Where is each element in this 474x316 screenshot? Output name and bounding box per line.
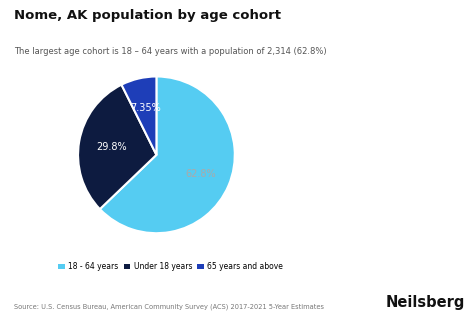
Wedge shape	[78, 85, 156, 209]
Wedge shape	[100, 76, 235, 233]
Legend: 18 - 64 years, Under 18 years, 65 years and above: 18 - 64 years, Under 18 years, 65 years …	[55, 259, 286, 274]
Text: 29.8%: 29.8%	[96, 142, 127, 152]
Text: 62.8%: 62.8%	[186, 169, 217, 179]
Text: Neilsberg: Neilsberg	[385, 295, 465, 310]
Text: Source: U.S. Census Bureau, American Community Survey (ACS) 2017-2021 5-Year Est: Source: U.S. Census Bureau, American Com…	[14, 303, 324, 310]
Text: Nome, AK population by age cohort: Nome, AK population by age cohort	[14, 9, 281, 22]
Text: The largest age cohort is 18 – 64 years with a population of 2,314 (62.8%): The largest age cohort is 18 – 64 years …	[14, 47, 327, 56]
Text: 7.35%: 7.35%	[130, 103, 161, 112]
Wedge shape	[121, 76, 156, 155]
